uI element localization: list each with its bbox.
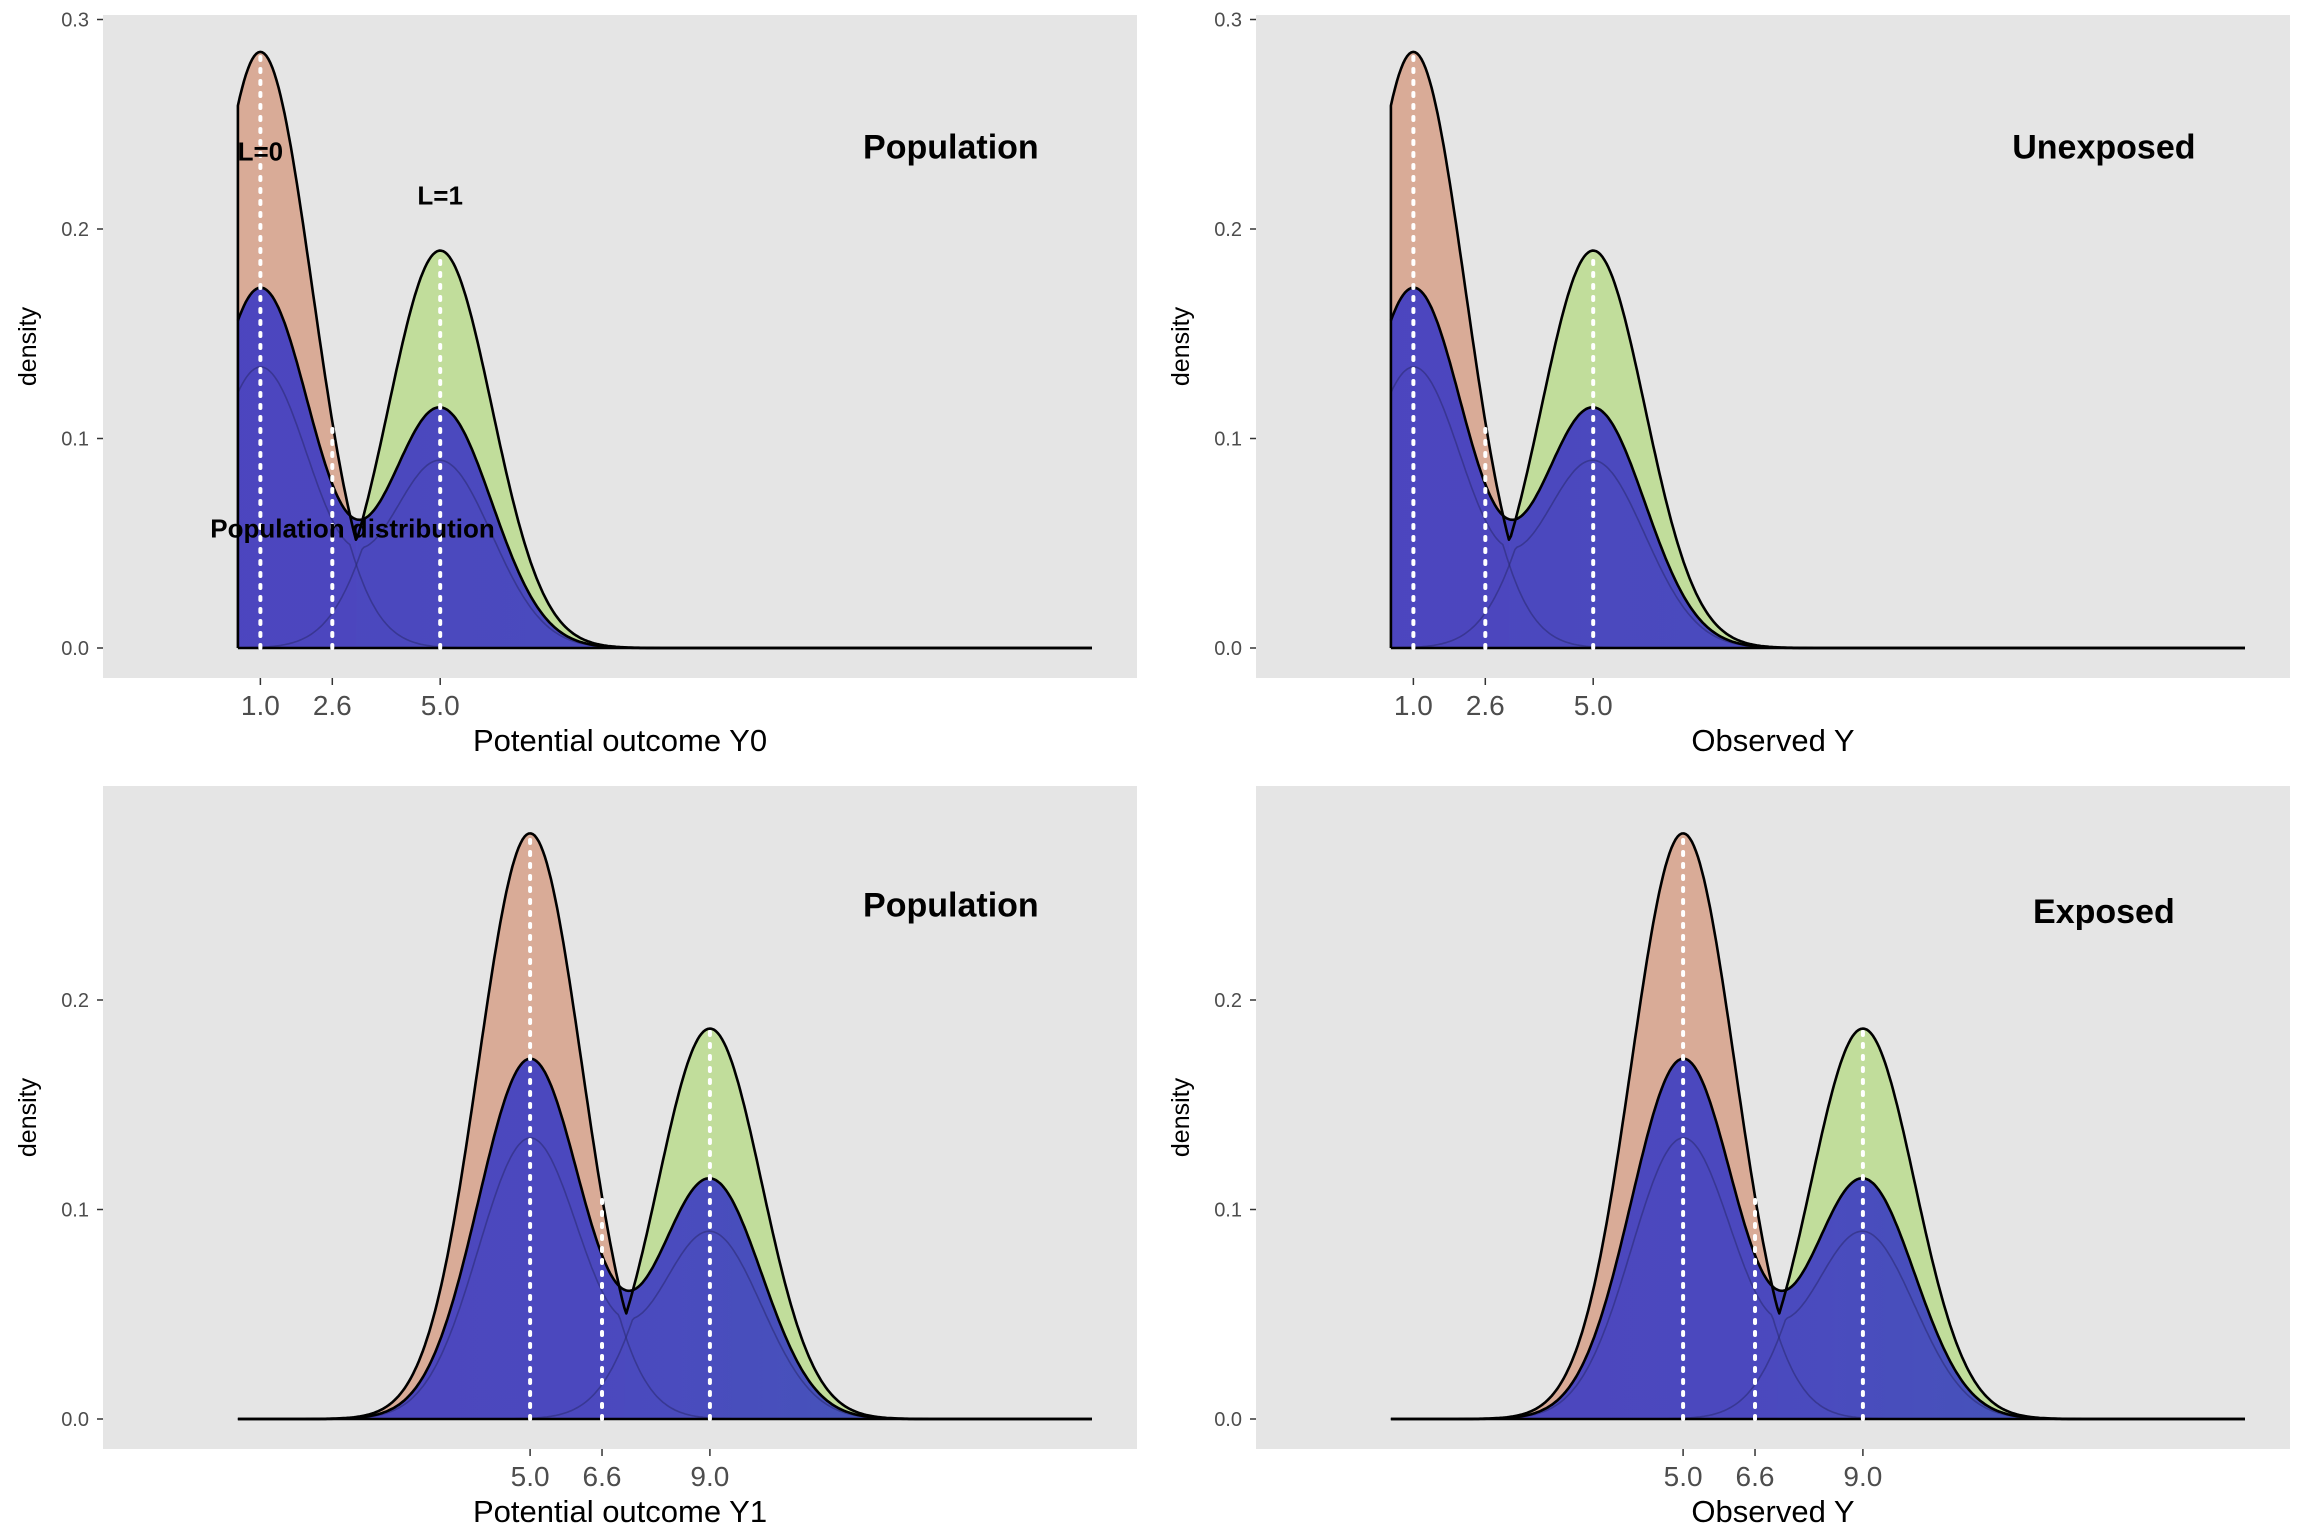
x-tick-label: 9.0 xyxy=(690,1461,729,1492)
x-tick-label: 5.0 xyxy=(1574,690,1613,721)
x-tick-label: 9.0 xyxy=(1843,1461,1882,1492)
x-tick-label: 6.6 xyxy=(583,1461,622,1492)
y-tick-label: 0.2 xyxy=(61,990,89,1012)
y-axis-title: density xyxy=(1167,306,1195,386)
density-fill-mixture xyxy=(1390,287,2245,648)
panel-top-right: 0.0 0.1 0.2 0.3 1.0 2.6 5.0 Observed Y density Un… xyxy=(1167,10,2290,758)
y-tick-label: 0.0 xyxy=(1214,1409,1242,1431)
x-tick-label: 6.6 xyxy=(1736,1461,1775,1492)
annotation-label: L=0 xyxy=(238,136,284,166)
y-axis-title: density xyxy=(1167,1077,1195,1157)
density-fill-mixture xyxy=(237,287,1092,648)
y-tick-label: 0.2 xyxy=(1214,990,1242,1012)
x-tick-label: 5.0 xyxy=(421,690,460,721)
y-tick-label: 0.3 xyxy=(1214,10,1242,32)
y-tick-label: 0.0 xyxy=(61,638,89,660)
panel-top-left: 0.0 0.1 0.2 0.3 1.0 2.6 5.0 Potential outcome Y… xyxy=(14,10,1137,758)
x-tick-label: 1.0 xyxy=(1394,690,1433,721)
y-tick-label: 0.0 xyxy=(1214,638,1242,660)
x-tick-label: 1.0 xyxy=(241,690,280,721)
annotation-label: Population distribution xyxy=(210,514,495,544)
density-fill-l0 xyxy=(1390,833,2245,1419)
panel-label: Exposed xyxy=(2033,893,2175,931)
y-tick-label: 0.0 xyxy=(61,1409,89,1431)
y-tick-label: 0.2 xyxy=(1214,219,1242,241)
y-tick-label: 0.1 xyxy=(1214,429,1242,451)
y-tick-label: 0.1 xyxy=(1214,1200,1242,1222)
panel-label: Unexposed xyxy=(2012,129,2195,167)
y-tick-label: 0.1 xyxy=(61,429,89,451)
x-tick-label: 2.6 xyxy=(313,690,352,721)
density-fill-l1 xyxy=(237,1028,1092,1419)
x-tick-label: 2.6 xyxy=(1466,690,1505,721)
density-fill-l1 xyxy=(1390,1028,2245,1419)
x-axis-title: Observed Y xyxy=(1691,1494,1854,1529)
annotation-label: L=1 xyxy=(417,180,463,210)
y-axis-title: density xyxy=(14,1077,42,1157)
x-tick-label: 5.0 xyxy=(511,1461,550,1492)
x-axis-title: Potential outcome Y1 xyxy=(473,1494,767,1529)
y-tick-label: 0.2 xyxy=(61,219,89,241)
panel-label: Population xyxy=(863,886,1039,924)
density-fill-l0 xyxy=(237,833,1092,1419)
x-axis-title: Observed Y xyxy=(1691,723,1854,758)
x-axis-title: Potential outcome Y0 xyxy=(473,723,767,758)
y-tick-label: 0.1 xyxy=(61,1200,89,1222)
x-tick-label: 5.0 xyxy=(1664,1461,1703,1492)
y-axis-title: density xyxy=(14,306,42,386)
panel-label: Population xyxy=(863,129,1039,167)
y-tick-label: 0.3 xyxy=(61,10,89,32)
